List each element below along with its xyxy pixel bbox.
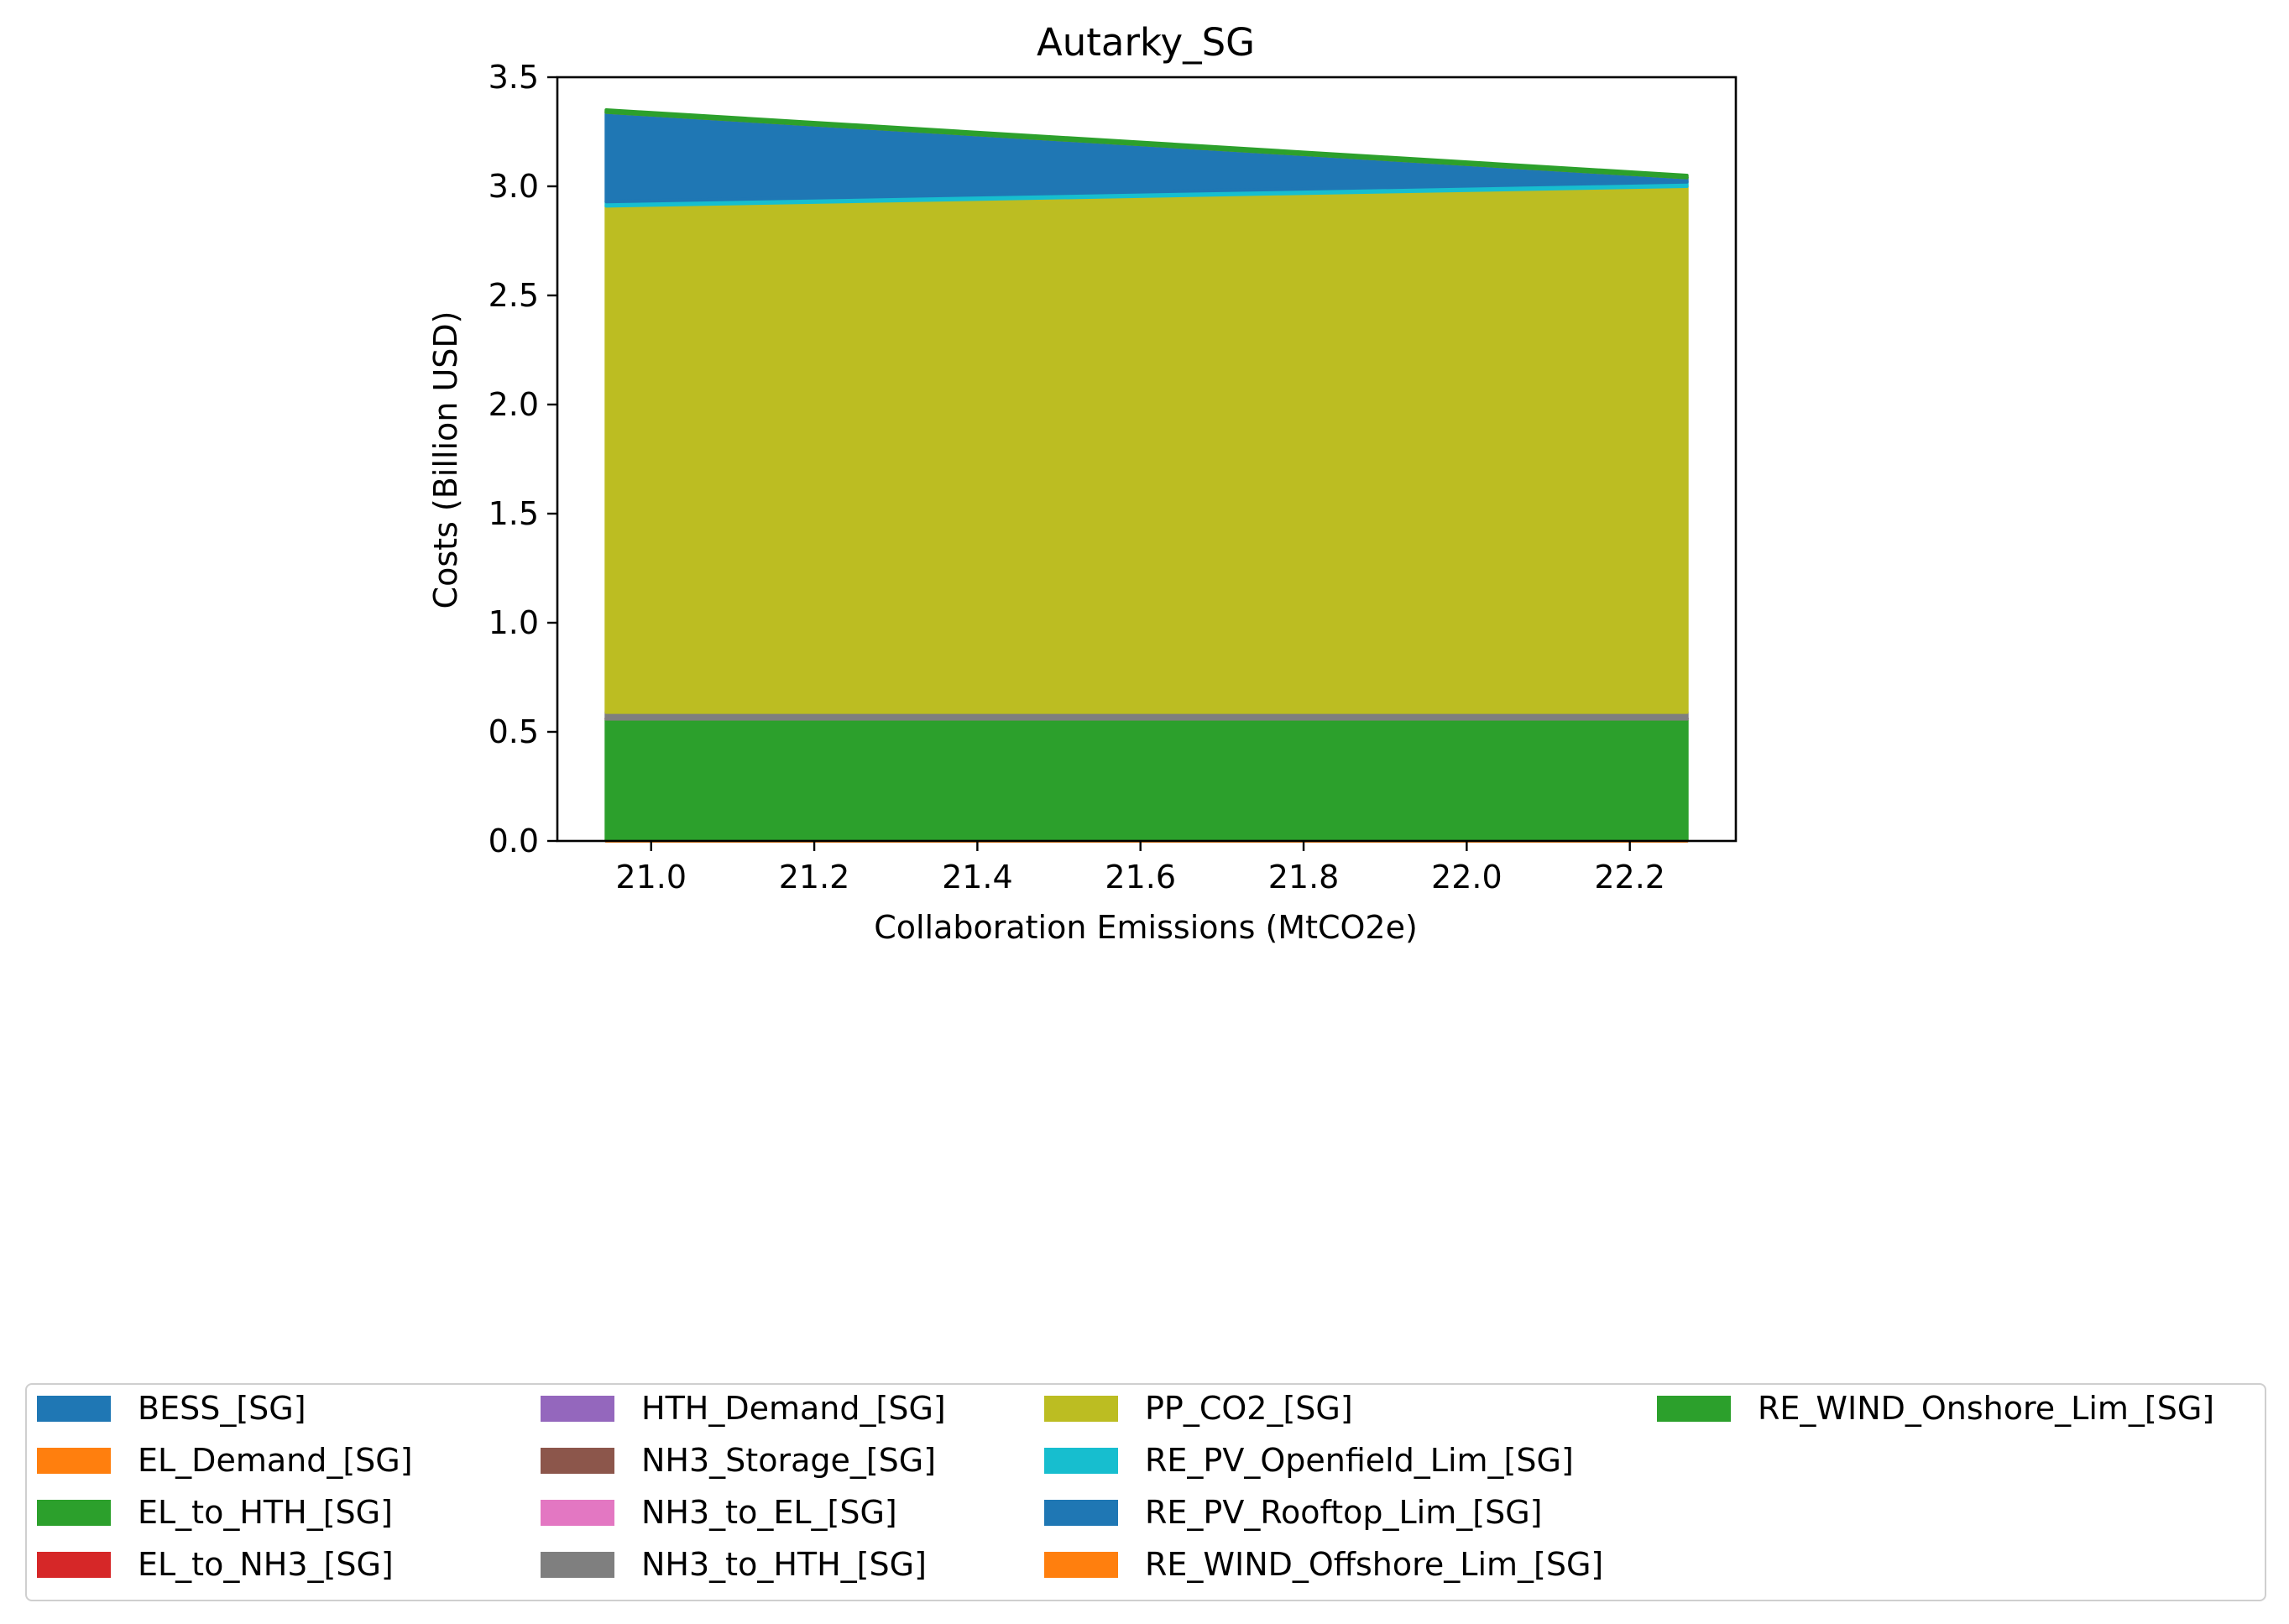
legend-item: EL_Demand_[SG] [37, 1442, 413, 1479]
y-axis-ticks: 0.0 0.5 1.0 1.5 2.0 2.5 3.0 3.5 [489, 59, 557, 859]
stacked-areas [604, 108, 1689, 843]
legend-swatch [541, 1395, 614, 1422]
legend-swatch [1044, 1551, 1118, 1578]
y-axis-label: Costs (Billion USD) [427, 311, 464, 609]
x-axis-ticks: 21.0 21.2 21.4 21.6 21.8 22.0 22.2 [615, 841, 1665, 896]
legend-swatch [37, 1551, 111, 1578]
chart-title: Autarky_SG [1037, 20, 1255, 65]
legend-item: NH3_Storage_[SG] [541, 1442, 937, 1479]
x-tick-label: 21.6 [1105, 859, 1176, 896]
x-tick-label: 22.0 [1431, 859, 1502, 896]
legend-item: RE_WIND_Offshore_Lim_[SG] [1044, 1546, 1604, 1583]
y-tick-label: 2.0 [489, 386, 539, 423]
legend-swatch [541, 1551, 614, 1578]
legend-label: NH3_to_EL_[SG] [641, 1494, 897, 1531]
y-tick-label: 3.5 [489, 59, 539, 96]
x-tick-label: 21.8 [1268, 859, 1340, 896]
area-series-2 [604, 717, 1689, 842]
legend-label: EL_to_HTH_[SG] [138, 1494, 393, 1531]
y-tick-label: 2.5 [489, 277, 539, 314]
y-tick-label: 3.0 [489, 168, 539, 205]
legend-item: NH3_to_EL_[SG] [541, 1494, 897, 1531]
legend-label: PP_CO2_[SG] [1145, 1390, 1353, 1427]
area-series-12 [604, 108, 1689, 180]
y-tick-label: 0.0 [489, 822, 539, 859]
legend-label: HTH_Demand_[SG] [641, 1390, 946, 1427]
legend-label: BESS_[SG] [138, 1390, 306, 1427]
legend-item: BESS_[SG] [37, 1390, 306, 1427]
legend-label: EL_to_NH3_[SG] [138, 1546, 394, 1583]
legend-label: RE_PV_Openfield_Lim_[SG] [1145, 1442, 1574, 1479]
legend-label: RE_PV_Rooftop_Lim_[SG] [1145, 1494, 1543, 1531]
plot-frame [556, 76, 1738, 843]
legend-item: PP_CO2_[SG] [1044, 1390, 1353, 1427]
legend-swatch [37, 1395, 111, 1422]
legend-label: NH3_Storage_[SG] [641, 1442, 937, 1479]
legend-label: RE_WIND_Onshore_Lim_[SG] [1758, 1390, 2215, 1427]
legend-item: RE_PV_Rooftop_Lim_[SG] [1044, 1494, 1543, 1531]
legend-swatch [1044, 1395, 1118, 1422]
x-axis-label: Collaboration Emissions (MtCO2e) [874, 909, 1418, 946]
legend-label: EL_Demand_[SG] [138, 1442, 413, 1479]
x-tick-label: 21.2 [779, 859, 850, 896]
legend-item: RE_PV_Openfield_Lim_[SG] [1044, 1442, 1574, 1479]
y-tick-label: 1.5 [489, 495, 539, 532]
y-tick-label: 1.0 [489, 604, 539, 641]
legend-label: NH3_to_HTH_[SG] [641, 1546, 927, 1583]
area-series-8 [604, 185, 1689, 714]
legend-swatch [1044, 1447, 1118, 1474]
x-tick-label: 22.2 [1594, 859, 1665, 896]
legend-swatch [1657, 1395, 1731, 1422]
legend-swatch [37, 1447, 111, 1474]
legend-swatch [541, 1447, 614, 1474]
legend-label: RE_WIND_Offshore_Lim_[SG] [1145, 1546, 1604, 1583]
legend-item: EL_to_HTH_[SG] [37, 1494, 393, 1531]
legend-swatch [1044, 1499, 1118, 1526]
legend-item: EL_to_NH3_[SG] [37, 1546, 394, 1583]
legend: BESS_[SG] EL_Demand_[SG] EL_to_HTH_[SG] EL_… [25, 1383, 2266, 1601]
legend-item: RE_WIND_Onshore_Lim_[SG] [1657, 1390, 2215, 1427]
legend-item: NH3_to_HTH_[SG] [541, 1546, 927, 1583]
y-tick-label: 0.5 [489, 713, 539, 750]
legend-swatch [541, 1499, 614, 1526]
x-tick-label: 21.0 [615, 859, 687, 896]
legend-item: HTH_Demand_[SG] [541, 1390, 946, 1427]
legend-swatch [37, 1499, 111, 1526]
x-tick-label: 21.4 [942, 859, 1013, 896]
